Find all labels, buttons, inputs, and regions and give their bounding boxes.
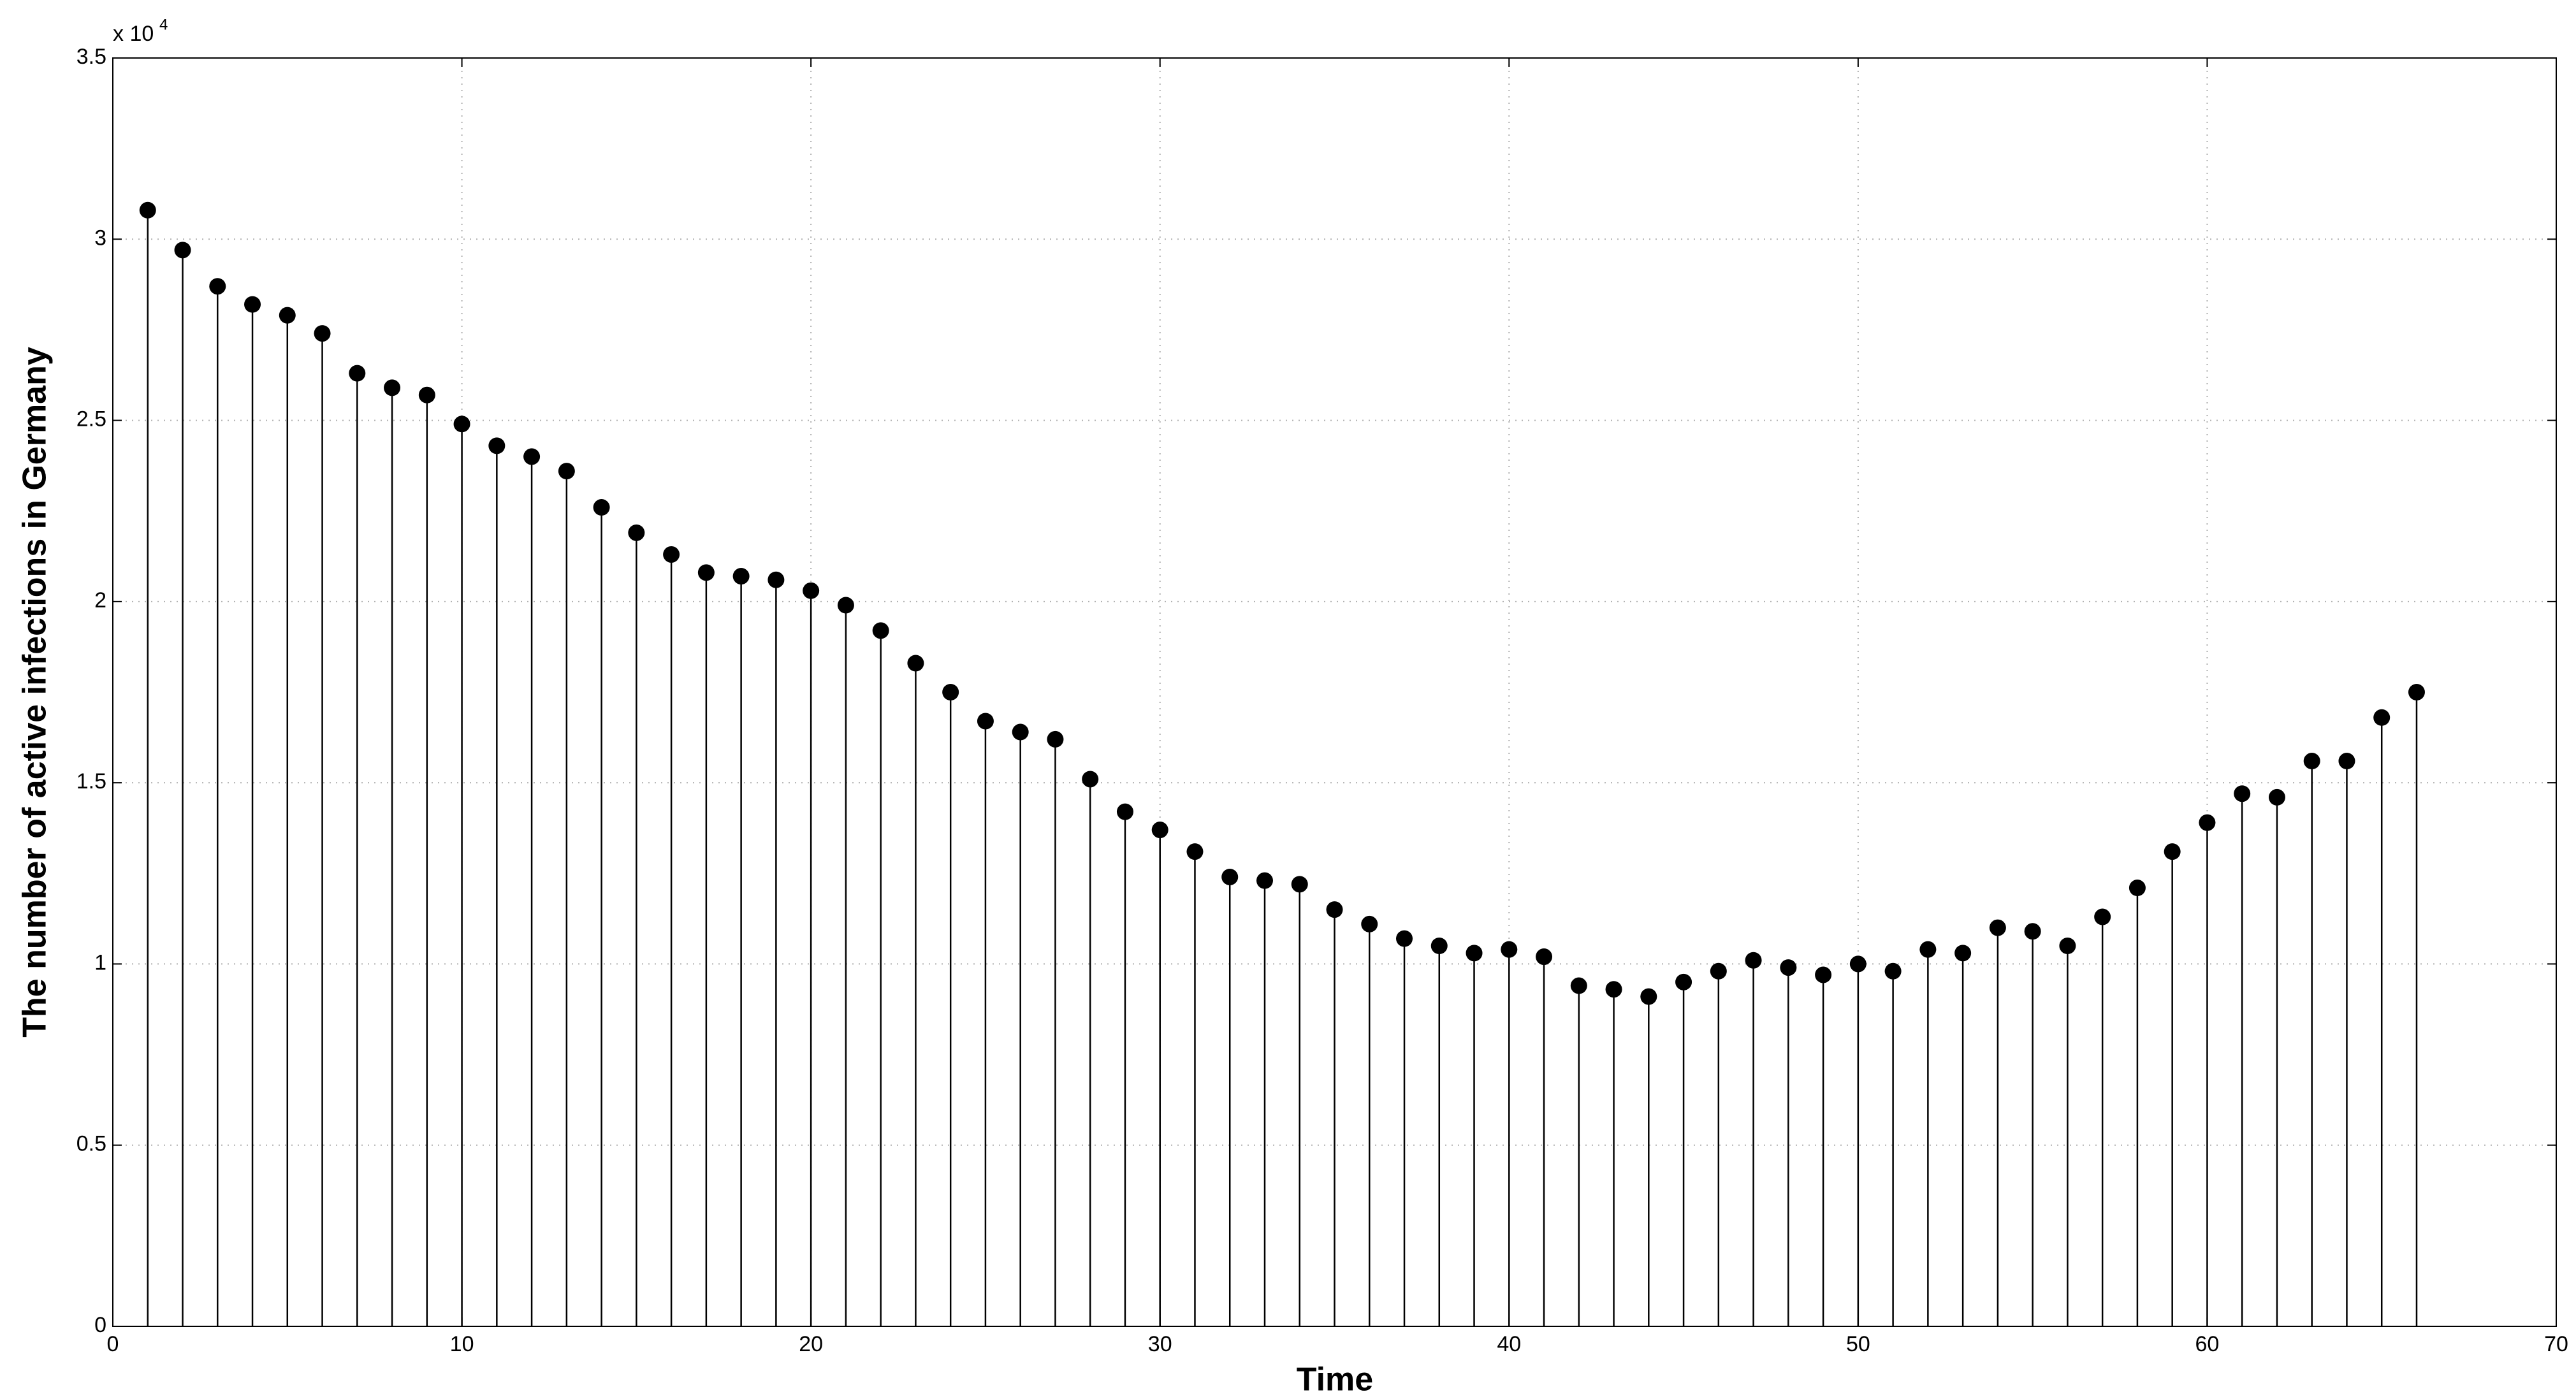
stem-marker <box>2303 753 2320 770</box>
x-tick-label: 70 <box>2544 1332 2568 1356</box>
y-tick-label: 0 <box>94 1313 106 1337</box>
x-tick-label: 60 <box>2195 1332 2220 1356</box>
stem-marker <box>2373 709 2390 726</box>
stem-marker <box>1361 915 1378 932</box>
stem-marker <box>174 242 191 259</box>
stem-marker <box>314 325 331 342</box>
stem-marker <box>2338 753 2355 770</box>
y-tick-label: 2.5 <box>76 407 106 431</box>
stem-marker <box>1675 973 1692 990</box>
y-tick-label: 3 <box>94 226 106 250</box>
stem-marker <box>2408 684 2425 700</box>
y-scale-exponent: 4 <box>159 16 168 33</box>
stem-marker <box>697 564 715 581</box>
stem-marker <box>1605 981 1622 998</box>
stem-marker <box>1221 868 1239 885</box>
stem-marker <box>2164 843 2181 860</box>
stem-marker <box>803 582 820 599</box>
stem-marker <box>837 597 854 614</box>
stem-marker <box>1745 952 1762 969</box>
stem-marker <box>1640 988 1657 1005</box>
stem-marker <box>2094 908 2111 925</box>
x-tick-label: 10 <box>450 1332 474 1356</box>
stem-marker <box>1780 959 1797 976</box>
stem-marker <box>1815 966 1832 983</box>
stem-marker <box>663 546 680 563</box>
stem-marker <box>2234 785 2251 802</box>
stem-marker <box>1116 803 1133 820</box>
stem-marker <box>1291 876 1308 893</box>
y-tick-label: 1.5 <box>76 769 106 794</box>
stem-marker <box>1919 941 1937 958</box>
stem-marker <box>977 713 994 730</box>
stem-marker <box>2059 938 2076 954</box>
stem-marker <box>1954 945 1972 962</box>
stem-marker <box>418 386 435 403</box>
stem-marker <box>209 278 226 295</box>
stem-marker <box>488 437 506 454</box>
stem-marker <box>1186 843 1204 860</box>
y-axis-title: The number of active infections in Germa… <box>17 347 54 1038</box>
stem-marker <box>1047 730 1064 748</box>
stem-marker <box>139 201 156 219</box>
stem-marker <box>1501 941 1518 958</box>
y-tick-label: 2 <box>94 588 106 613</box>
stem-marker <box>244 296 261 313</box>
stem-marker <box>1256 872 1273 889</box>
y-tick-label: 0.5 <box>76 1132 106 1156</box>
stem-marker <box>1466 945 1483 962</box>
stem-marker <box>768 571 785 588</box>
y-scale-label: x 10 <box>113 22 154 46</box>
stem-marker <box>1884 962 1902 980</box>
stem-marker <box>732 568 750 585</box>
stem-marker <box>2024 923 2041 940</box>
stem-marker <box>2268 788 2285 806</box>
y-tick-label: 1 <box>94 950 106 975</box>
stem-marker <box>1570 977 1587 994</box>
stem-marker <box>1430 938 1448 954</box>
stem-marker <box>628 524 645 541</box>
stem-marker <box>523 448 541 465</box>
stem-marker <box>279 307 296 324</box>
stem-marker <box>1710 962 1727 980</box>
stem-marker <box>1012 723 1029 741</box>
stem-marker <box>2128 880 2146 897</box>
stem-marker <box>907 655 924 672</box>
stem-marker <box>1396 930 1413 947</box>
x-tick-label: 40 <box>1497 1332 1521 1356</box>
stem-marker <box>1326 901 1343 918</box>
stem-marker <box>1082 771 1099 788</box>
stem-marker <box>1151 822 1168 839</box>
stem-marker <box>593 499 610 516</box>
x-tick-label: 0 <box>107 1332 119 1356</box>
stem-marker <box>942 684 959 700</box>
stem-marker <box>872 622 889 639</box>
x-tick-label: 50 <box>1846 1332 1870 1356</box>
stem-marker <box>558 463 575 480</box>
stem-marker <box>349 365 366 382</box>
stem-marker <box>2199 814 2216 831</box>
stem-marker <box>384 379 401 396</box>
stem-marker <box>1536 948 1553 966</box>
stem-marker <box>1989 919 2006 936</box>
stem-marker <box>453 416 470 433</box>
y-tick-label: 3.5 <box>76 45 106 69</box>
x-tick-label: 20 <box>799 1332 823 1356</box>
stem-marker <box>1849 955 1867 973</box>
x-tick-label: 30 <box>1148 1332 1172 1356</box>
x-axis-title: Time <box>1297 1361 1373 1398</box>
